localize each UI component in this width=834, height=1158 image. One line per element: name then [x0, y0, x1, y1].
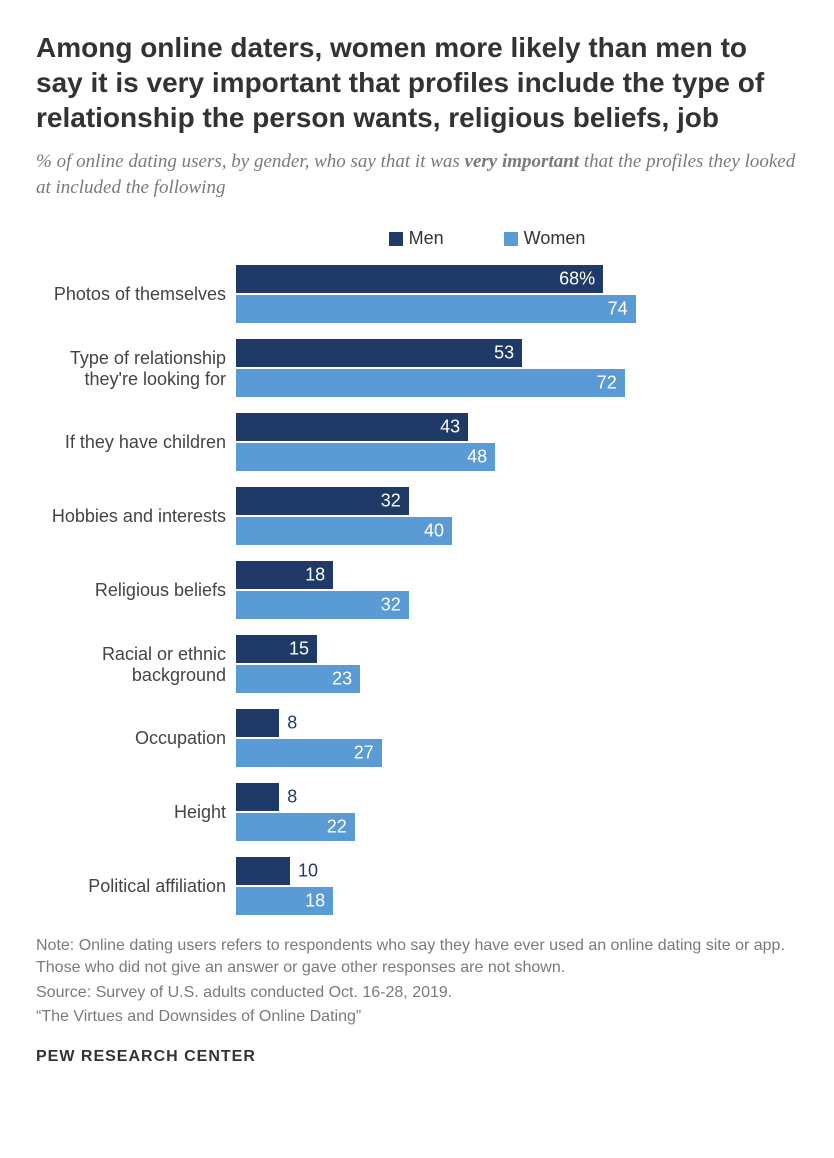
bar-value-women: 40	[424, 521, 444, 542]
bar-men: 10	[236, 857, 290, 885]
bar-men: 68%	[236, 265, 603, 293]
bar-value-men: 15	[289, 639, 309, 660]
row-label: Height	[36, 802, 236, 824]
bar-women: 27	[236, 739, 382, 767]
bar-value-women: 22	[327, 817, 347, 838]
bar-women: 32	[236, 591, 409, 619]
row-label: Hobbies and interests	[36, 506, 236, 528]
bar-value-men: 43	[440, 417, 460, 438]
bars-container: 10 18	[236, 857, 798, 917]
chart-row: Photos of themselves 68% 74	[36, 265, 798, 325]
chart-row: Religious beliefs1832	[36, 561, 798, 621]
bar-value-women: 32	[381, 595, 401, 616]
swatch-women	[504, 232, 518, 246]
bar-value-women: 74	[608, 299, 628, 320]
bar-men: 32	[236, 487, 409, 515]
chart-note: Note: Online dating users refers to resp…	[36, 935, 798, 978]
chart-row: Height822	[36, 783, 798, 843]
legend-label-women: Women	[524, 228, 586, 249]
row-label: Political affiliation	[36, 876, 236, 898]
bar-men: 8	[236, 709, 279, 737]
bar-men: 15	[236, 635, 317, 663]
bar-value-women: 23	[332, 669, 352, 690]
swatch-men	[389, 232, 403, 246]
subtitle-pre: % of online dating users, by gender, who…	[36, 151, 465, 172]
row-label: Photos of themselves	[36, 284, 236, 306]
bars-container: 68% 74	[236, 265, 798, 325]
legend-item-men: Men	[389, 228, 444, 249]
bars-container: 8 22	[236, 783, 798, 843]
footer-attribution: PEW RESEARCH CENTER	[36, 1048, 798, 1066]
bar-men: 43	[236, 413, 468, 441]
bars-container: 32 40	[236, 487, 798, 547]
bar-women: 72	[236, 369, 625, 397]
bar-women: 40	[236, 517, 452, 545]
legend-label-men: Men	[409, 228, 444, 249]
bar-value-men: 32	[381, 491, 401, 512]
chart-title: Among online daters, women more likely t…	[36, 30, 798, 135]
legend: Men Women	[176, 228, 798, 249]
bar-women: 18	[236, 887, 333, 915]
bar-value-men: 8	[287, 787, 297, 808]
chart-row: Racial or ethnic background1523	[36, 635, 798, 695]
bar-value-women: 18	[305, 891, 325, 912]
chart-row: Type of relationship they're looking for…	[36, 339, 798, 399]
chart-row: If they have children 43 48	[36, 413, 798, 473]
bar-women: 74	[236, 295, 636, 323]
bar-value-men: 10	[298, 861, 318, 882]
bar-men: 8	[236, 783, 279, 811]
bar-value-men: 53	[494, 343, 514, 364]
bar-women: 48	[236, 443, 495, 471]
bars-container: 1523	[236, 635, 798, 695]
chart-row: Political affiliation1018	[36, 857, 798, 917]
bar-value-men: 68%	[559, 269, 595, 290]
bars-container: 1832	[236, 561, 798, 621]
bar-women: 22	[236, 813, 355, 841]
bar-men: 53	[236, 339, 522, 367]
chart-source-1: Source: Survey of U.S. adults conducted …	[36, 982, 798, 1004]
bar-women: 23	[236, 665, 360, 693]
bar-value-women: 27	[354, 743, 374, 764]
bar-chart: Photos of themselves 68% 74 Type of relatio…	[36, 265, 798, 917]
row-label: Type of relationship they're looking for	[36, 348, 236, 391]
chart-source-2: “The Virtues and Downsides of Online Dat…	[36, 1006, 798, 1028]
bar-value-men: 18	[305, 565, 325, 586]
bar-value-men: 8	[287, 713, 297, 734]
legend-item-women: Women	[504, 228, 586, 249]
row-label: Racial or ethnic background	[36, 644, 236, 687]
bar-value-women: 48	[467, 447, 487, 468]
row-label: Occupation	[36, 728, 236, 750]
bars-container: 43 48	[236, 413, 798, 473]
bar-value-women: 72	[597, 373, 617, 394]
chart-row: Hobbies and interests 32 40	[36, 487, 798, 547]
bars-container: 8 27	[236, 709, 798, 769]
row-label: If they have children	[36, 432, 236, 454]
subtitle-emphasis: very important	[465, 151, 580, 172]
row-label: Religious beliefs	[36, 580, 236, 602]
chart-subtitle: % of online dating users, by gender, who…	[36, 149, 798, 200]
bars-container: 53 72	[236, 339, 798, 399]
bar-men: 18	[236, 561, 333, 589]
chart-row: Occupation827	[36, 709, 798, 769]
